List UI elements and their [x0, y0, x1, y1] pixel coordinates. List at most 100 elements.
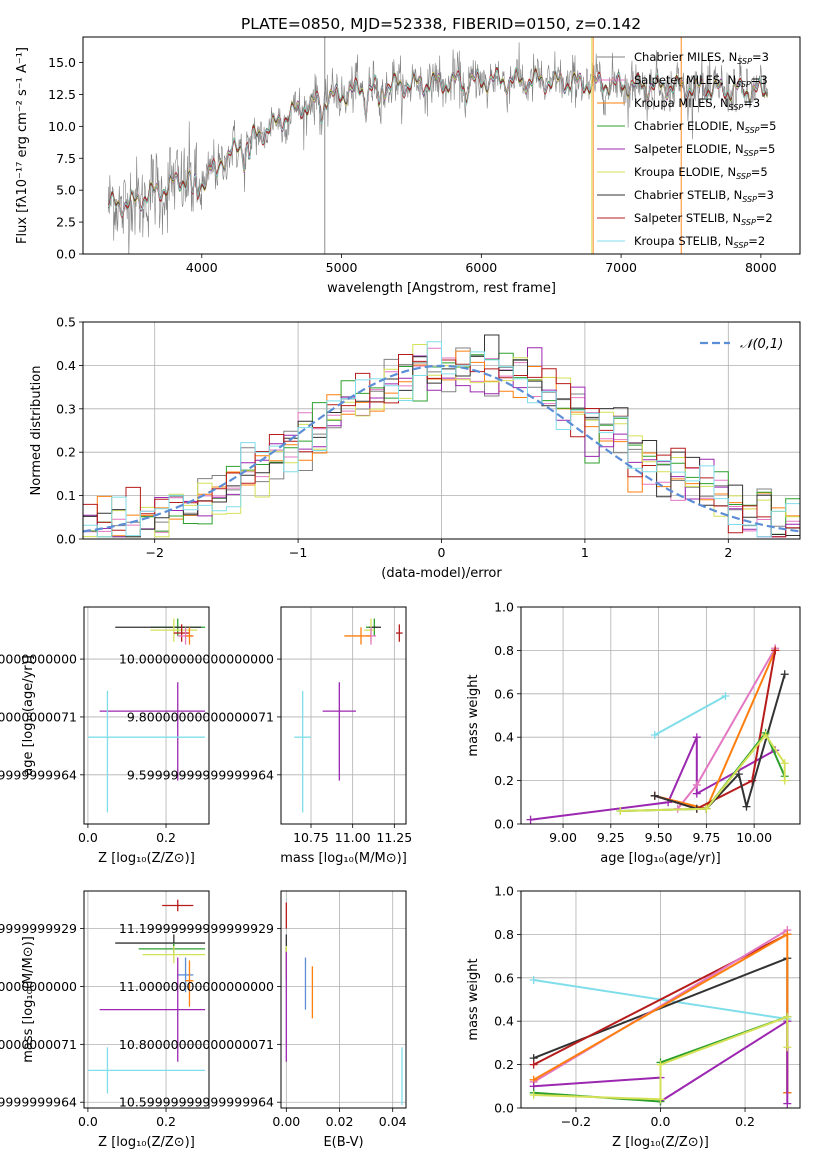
legend-label: Kroupa STELIB, NSSP=2 [634, 234, 765, 250]
x-axis-label: E(B-V) [323, 1135, 363, 1150]
x-axis-label: Z [log₁₀(Z/Z⊙)] [98, 851, 195, 866]
y-axis-label: Normed distribution [29, 366, 44, 496]
x-axis-label: Z [log₁₀(Z/Z⊙)] [98, 1135, 195, 1150]
x-tick-label: 0.2 [735, 1114, 755, 1129]
axes-frame [520, 606, 801, 825]
grid-lines [521, 606, 800, 825]
weight-marker [529, 975, 538, 984]
x-axis-label: Z [log₁₀(Z/Z⊙)] [612, 1135, 709, 1150]
y-tick-label: 10.00000000000000000 [119, 652, 274, 667]
weight-marker [692, 733, 701, 742]
y-tick-label: 11.19999999999999929 [0, 921, 77, 936]
weight-series-line [620, 730, 786, 812]
y-tick-label: 0.3 [56, 401, 76, 416]
histogram-step [83, 341, 800, 538]
y-tick-label: 10.80000000000000071 [119, 1037, 274, 1052]
x-tick-label: 0.2 [156, 830, 176, 845]
panel-residuals: −2 −1 0 1 2 0.0 0.1 0.2 0.3 0.4 0.5 (data-model)/er… [29, 315, 801, 581]
y-tick-label: 10.59999999999999964 [119, 1095, 274, 1110]
x-tick-label: 2 [724, 545, 732, 560]
figure-title: PLATE=0850, MJD=52338, FIBERID=0150, z=0… [241, 15, 641, 33]
y-tick-label: 11.19999999999999929 [119, 921, 274, 936]
legend-label: Chabrier STELIB, NSSP=3 [634, 188, 774, 204]
panel-age-vs-mass: 10.75 11.00 11.25 9.59999999999999964 9.8000… [119, 606, 412, 866]
plot-area [526, 644, 789, 824]
plot-area [107, 37, 769, 254]
x-axis-label: age [log₁₀(age/yr)] [600, 851, 721, 866]
axes-frame [82, 321, 801, 540]
y-tick-label: 10.0 [48, 119, 76, 134]
plot-area [285, 902, 403, 1106]
x-tick-label: 9.25 [597, 830, 625, 845]
x-tick-label: 1 [581, 545, 589, 560]
y-tick-label: 0.0 [494, 817, 514, 832]
legend-label: Kroupa ELODIE, NSSP=5 [634, 165, 768, 181]
x-tick-label: 11.00 [335, 830, 371, 845]
grid-lines [84, 607, 209, 824]
grid-lines [281, 891, 406, 1108]
y-axis-label: mass weight [466, 958, 481, 1040]
grid-lines [281, 607, 406, 824]
legend-label: Kroupa MILES, NSSP=3 [634, 96, 760, 112]
y-tick-label: 0.2 [56, 445, 76, 460]
y-tick-label: 12.5 [48, 87, 76, 102]
spectrum-model-line [108, 66, 768, 217]
legend-label: Salpeter MILES, NSSP=3 [634, 73, 768, 89]
y-tick-label: 0.2 [494, 1057, 514, 1072]
weight-marker [761, 731, 770, 740]
y-tick-label: 11.00000000000000000 [119, 979, 274, 994]
weight-marker [692, 789, 701, 798]
x-tick-label: 0.02 [326, 1114, 354, 1129]
x-tick-label: 6000 [465, 260, 497, 275]
weight-series-line [654, 650, 777, 810]
y-tick-label: 0.5 [56, 315, 76, 330]
weight-marker [656, 1060, 665, 1069]
x-tick-label: 11.25 [376, 830, 412, 845]
legend: Chabrier MILES, NSSP=3 Salpeter MILES, NS… [597, 50, 776, 250]
y-tick-label: 11.00000000000000000 [0, 979, 77, 994]
weight-marker [783, 1099, 792, 1108]
y-tick-label: 0.0 [56, 532, 76, 547]
panel-mass-weight-vs-Z: −0.2 0.0 0.2 0.0 0.2 0.4 0.6 0.8 1.0 Z [log₁₀(Z/Z… [466, 884, 801, 1150]
weight-marker [702, 804, 711, 813]
grid-lines [84, 891, 209, 1108]
x-tick-label: −0.2 [561, 1114, 591, 1129]
axes-frame [280, 606, 407, 825]
x-tick-label: 0 [438, 545, 446, 560]
weight-marker [783, 930, 792, 939]
y-tick-label: 9.80000000000000071 [0, 709, 77, 724]
legend-label: Chabrier MILES, NSSP=3 [634, 50, 769, 66]
y-tick-label: 1.0 [494, 600, 514, 615]
panel-age-vs-Z: 0.0 0.2 9.59999999999999964 9.8000000000000… [0, 606, 210, 866]
y-tick-label: 0.1 [56, 488, 76, 503]
y-tick-label: 0.2 [494, 773, 514, 788]
x-tick-label: 9.75 [692, 830, 720, 845]
weight-marker [771, 646, 780, 655]
y-tick-label: 0.6 [494, 686, 514, 701]
weight-marker [783, 1043, 792, 1052]
y-tick-label: 9.59999999999999964 [0, 767, 77, 782]
plot-area [83, 334, 800, 538]
x-tick-label: −1 [289, 545, 307, 560]
x-tick-label: 0.2 [156, 1114, 176, 1129]
plot-area [529, 926, 792, 1108]
weight-marker [780, 759, 789, 768]
x-tick-label: 8000 [745, 260, 777, 275]
x-tick-label: 0.0 [651, 1114, 671, 1129]
plot-area [87, 899, 206, 1094]
legend-label: Salpeter ELODIE, NSSP=5 [634, 142, 775, 158]
plot-area [294, 618, 403, 813]
legend-label: Chabrier ELODIE, NSSP=5 [634, 119, 776, 135]
weight-series-line [654, 650, 777, 810]
weight-marker [692, 780, 701, 789]
y-axis-label: mass weight [466, 674, 481, 756]
axes-frame [520, 890, 801, 1109]
y-tick-label: 10.80000000000000071 [0, 1037, 77, 1052]
y-tick-label: 7.5 [56, 151, 76, 166]
axes-frame [83, 606, 210, 825]
y-tick-label: 10.00000000000000000 [0, 652, 77, 667]
weight-marker [526, 815, 535, 824]
y-axis-label: Flux [fλ10⁻¹⁷ erg cm⁻² s⁻¹ A⁻¹] [15, 47, 30, 244]
legend-label: Salpeter STELIB, NSSP=2 [634, 211, 773, 227]
